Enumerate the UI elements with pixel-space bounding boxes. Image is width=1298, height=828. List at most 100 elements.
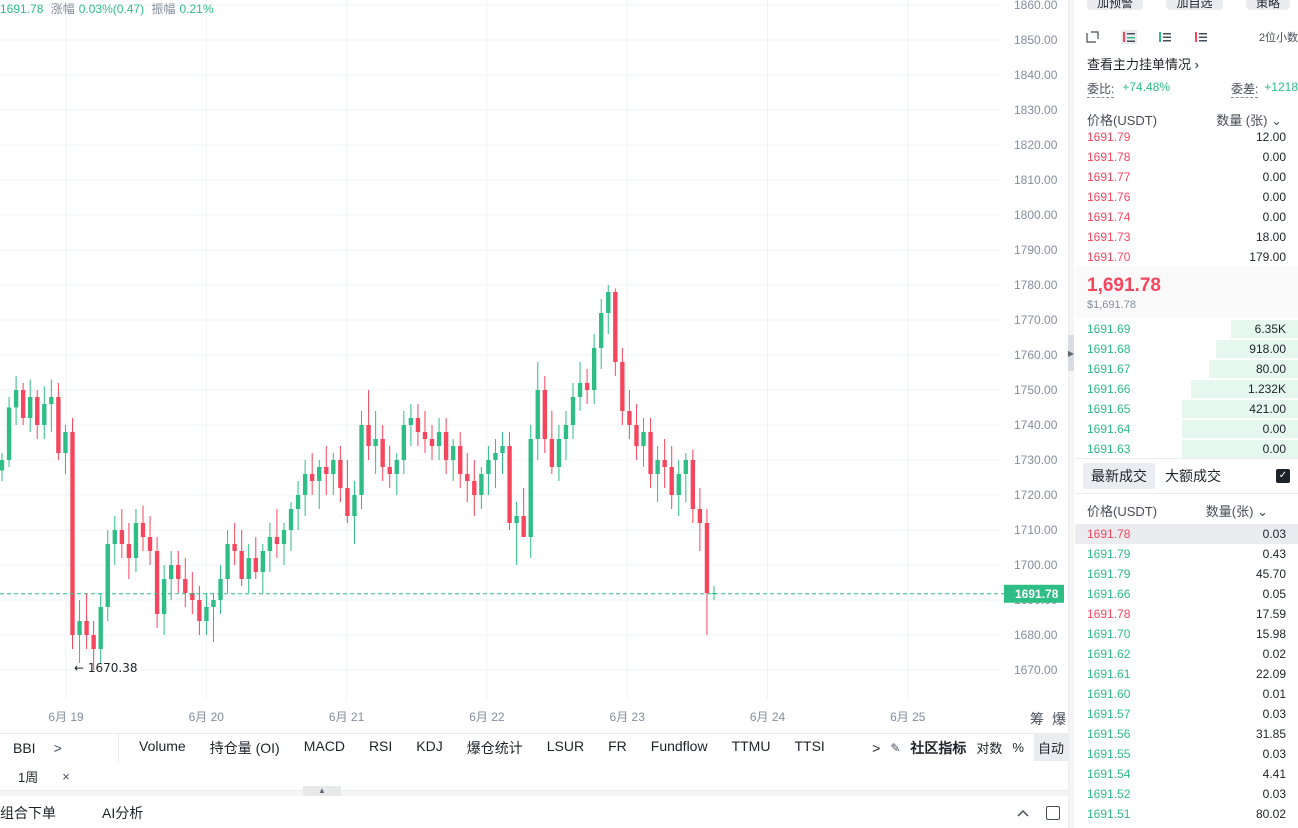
add-watchlist-button[interactable]: 加自选: [1166, 0, 1223, 10]
auto-scale-button[interactable]: 自动: [1033, 734, 1068, 761]
interval-close-icon[interactable]: ×: [62, 768, 70, 784]
log-scale-button[interactable]: 对数: [976, 741, 1003, 756]
candle-body: [338, 460, 343, 488]
bid-row[interactable]: 1691.63 0.00: [1075, 439, 1298, 459]
bid-row[interactable]: 1691.67 80.00: [1075, 359, 1298, 379]
book-both-view-icon[interactable]: [1121, 30, 1137, 44]
collapse-up-icon[interactable]: [1016, 808, 1030, 818]
tab-combo-order[interactable]: 组合下单: [0, 804, 56, 821]
bid-row[interactable]: 1691.65 421.00: [1075, 399, 1298, 419]
candle-body: [154, 551, 160, 614]
community-indicators-button[interactable]: 社区指标: [910, 739, 967, 756]
trade-amount: 15.98: [1255, 627, 1286, 641]
book-asks-view-icon[interactable]: [1193, 30, 1209, 44]
candle-body: [190, 593, 195, 600]
indicator-item[interactable]: 爆仓统计: [466, 739, 523, 756]
indicator-bbi[interactable]: BBI >: [0, 733, 119, 762]
popout-icon[interactable]: [1046, 805, 1060, 820]
candle-body: [669, 467, 674, 495]
candle-body: [112, 530, 117, 544]
bid-depth-bar: [1215, 340, 1298, 358]
candle-body: [98, 607, 103, 649]
checkbox-icon[interactable]: ✓: [1276, 469, 1290, 483]
main-orders-link[interactable]: 查看主力挂单情况 ›: [1087, 54, 1199, 73]
candle-body: [302, 474, 308, 495]
candle-body: [599, 313, 604, 348]
bid-amount: 80.00: [1255, 362, 1286, 376]
indicator-item[interactable]: TTMU: [731, 737, 771, 754]
bid-row[interactable]: 1691.66 1.232K: [1075, 379, 1298, 399]
bbi-label: BBI: [13, 739, 36, 756]
indicator-item[interactable]: 持仓量 (OI): [209, 739, 280, 756]
percent-scale-button[interactable]: %: [1012, 740, 1024, 755]
indicator-item[interactable]: LSUR: [546, 737, 585, 754]
trade-price: 1691.79: [1087, 567, 1131, 581]
trade-amount: 45.70: [1255, 567, 1286, 581]
bid-row[interactable]: 1691.64 0.00: [1075, 419, 1298, 439]
tab-ai-analysis[interactable]: AI分析: [102, 804, 144, 821]
bid-price: 1691.64: [1087, 422, 1131, 436]
indicator-item[interactable]: TTSI: [794, 737, 825, 754]
bid-price: 1691.68: [1087, 342, 1131, 356]
trade-amount: 0.05: [1262, 587, 1286, 601]
ask-row[interactable]: 1691.70 179.00: [1075, 247, 1298, 267]
strategy-button[interactable]: 策略: [1245, 0, 1290, 10]
candle-body: [253, 558, 258, 572]
tab-large-trades[interactable]: 大额成交: [1165, 468, 1221, 484]
candle-body: [542, 390, 547, 439]
indicator-item[interactable]: Volume: [139, 737, 186, 754]
candlestick-chart[interactable]: 1860.00 1850.00 1840.00 1830.00 1820.00 1810.…: [0, 0, 1068, 732]
corner-label: 爆: [1052, 712, 1066, 728]
ask-price: 1691.79: [1087, 130, 1131, 144]
amplitude-value: 0.21%: [179, 2, 214, 16]
precision-select[interactable]: 2位小数: [1258, 32, 1298, 44]
vertical-divider[interactable]: [1068, 0, 1074, 828]
indicator-item[interactable]: RSI: [368, 737, 393, 754]
bid-amount: 918.00: [1249, 342, 1286, 356]
candle-body: [641, 432, 646, 446]
ask-row[interactable]: 1691.78 0.00: [1075, 147, 1298, 167]
trades-header: 价格(USDT) 数量(张) ⌄: [1087, 501, 1298, 520]
more-indicators-arrow-icon[interactable]: >: [872, 739, 881, 756]
add-alert-button[interactable]: 加预警: [1087, 0, 1144, 10]
panel-splitter[interactable]: [0, 790, 1068, 796]
indicator-item[interactable]: MACD: [303, 737, 345, 754]
bid-row[interactable]: 1691.68 918.00: [1075, 339, 1298, 359]
indicator-item[interactable]: Fundflow: [650, 737, 708, 754]
expand-icon[interactable]: [1085, 30, 1101, 44]
ask-row[interactable]: 1691.77 0.00: [1075, 167, 1298, 187]
indicator-item[interactable]: KDJ: [416, 737, 443, 754]
bid-depth-bar: [1182, 440, 1298, 458]
bid-depth-bar: [1231, 320, 1298, 338]
candle-body: [63, 432, 68, 453]
candle-body: [6, 407, 12, 460]
ask-amount: 179.00: [1249, 250, 1286, 264]
trades-header-qty[interactable]: 数量(张) ⌄: [1206, 501, 1298, 520]
trade-amount: 17.59: [1255, 607, 1286, 621]
candle-body: [655, 460, 660, 474]
x-tick-label: 6月 20: [189, 710, 225, 724]
indicator-item[interactable]: FR: [608, 737, 627, 754]
ask-row[interactable]: 1691.73 18.00: [1075, 227, 1298, 247]
candle-body: [563, 425, 569, 439]
ask-row[interactable]: 1691.79 12.00: [1075, 127, 1298, 147]
bid-row[interactable]: 1691.69 6.35K: [1075, 319, 1298, 339]
candle-body: [366, 425, 371, 446]
book-header-qty[interactable]: 数量 (张) ⌄: [1216, 110, 1298, 129]
last-price-band: [1075, 266, 1298, 318]
book-bids-view-icon[interactable]: [1157, 30, 1173, 44]
y-tick-label: 1730.00: [1014, 453, 1058, 467]
tab-latest-trades[interactable]: 最新成交: [1083, 463, 1155, 489]
book-header-price: 价格(USDT): [1087, 113, 1158, 128]
ask-row[interactable]: 1691.76 0.00: [1075, 187, 1298, 207]
chevron-right-icon[interactable]: ▶: [1068, 335, 1074, 371]
interval-label[interactable]: 1周: [18, 769, 39, 785]
candle-body: [422, 432, 428, 439]
edit-icon[interactable]: ✎: [890, 740, 901, 755]
trade-price: 1691.62: [1087, 647, 1131, 661]
chart-area[interactable]: 1860.00 1850.00 1840.00 1830.00 1820.00 1810.…: [0, 0, 1068, 732]
ask-row[interactable]: 1691.74 0.00: [1075, 207, 1298, 227]
candle-body: [408, 418, 414, 425]
chevron-up-icon[interactable]: ▲: [303, 786, 341, 796]
diff-value: +1218: [1264, 80, 1298, 94]
